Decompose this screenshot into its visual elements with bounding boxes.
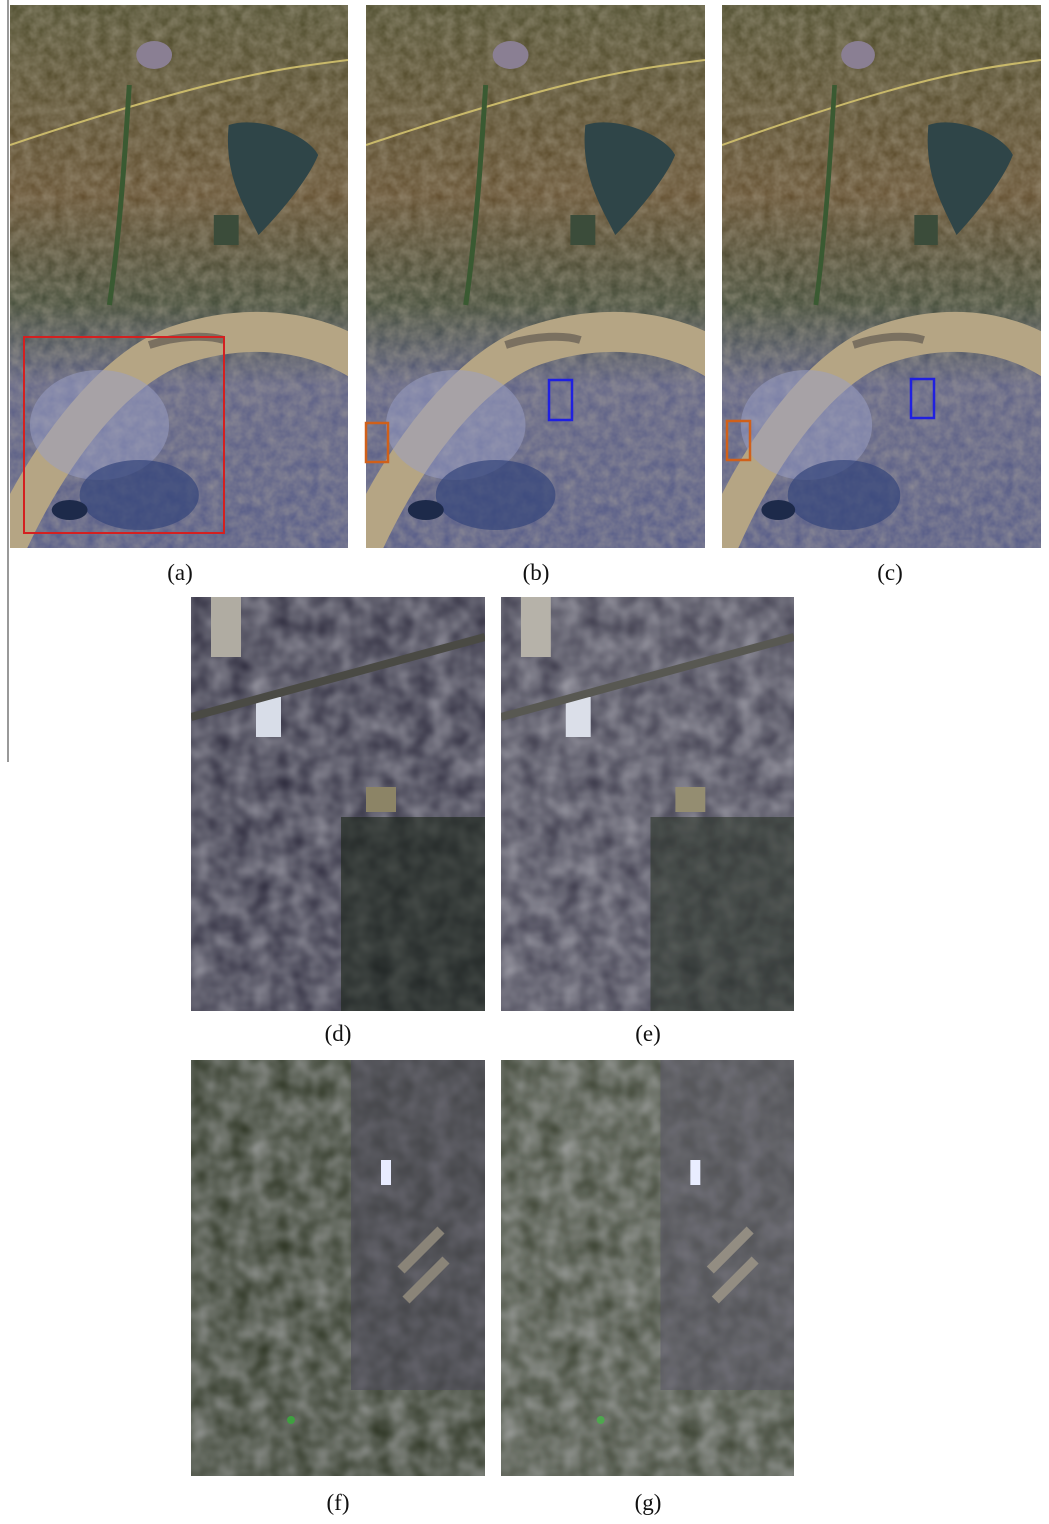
image-f (191, 1060, 485, 1476)
image-c (713, 5, 1049, 560)
image-b (356, 5, 725, 560)
panel-label: (a) (167, 560, 193, 585)
panel-label: (c) (877, 560, 903, 585)
panel-label: (f) (327, 1490, 350, 1515)
image-e (501, 597, 794, 1011)
panel-label: (e) (635, 1021, 661, 1046)
panel-label: (g) (635, 1490, 662, 1515)
image-g (501, 1060, 794, 1476)
panel-label: (d) (325, 1021, 352, 1046)
page: (a) (b) (c) (d) (e) (f) (g) (() => { con… (0, 0, 1049, 1519)
panel-label: (b) (523, 560, 550, 585)
image-d (191, 597, 485, 1011)
image-a (0, 5, 368, 560)
figure: (a) (b) (c) (d) (e) (f) (g) (0, 0, 1049, 1519)
